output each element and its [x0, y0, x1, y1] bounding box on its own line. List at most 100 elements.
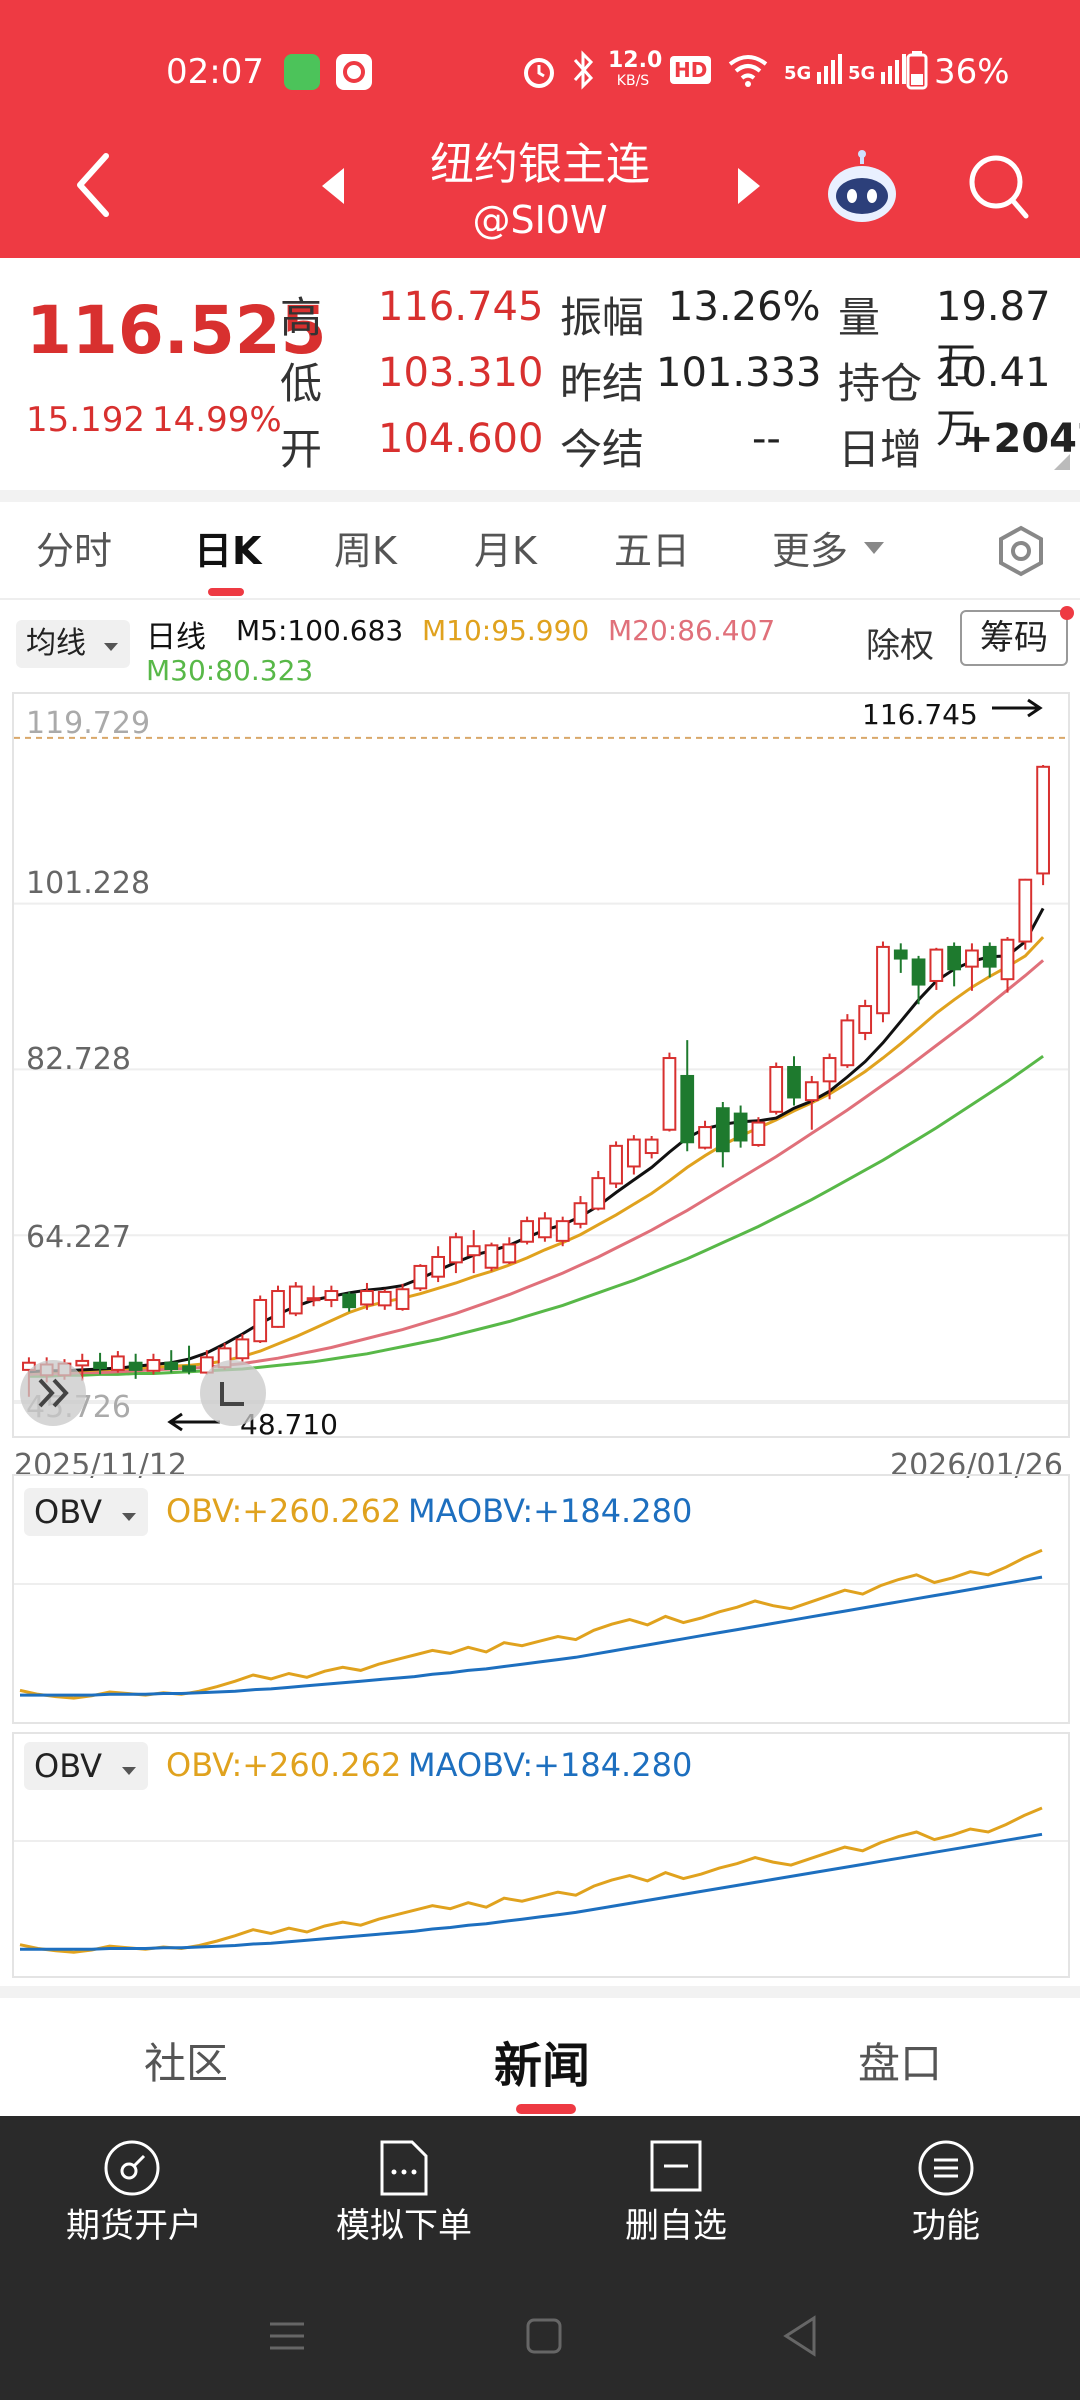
candle-body: [840, 1019, 855, 1067]
system-back-icon[interactable]: [780, 2314, 820, 2358]
tab-order-book[interactable]: 盘口: [858, 2039, 943, 2088]
next-contract-icon[interactable]: [734, 166, 764, 206]
candle: [609, 1141, 623, 1188]
battery-percent: 36%: [934, 52, 1010, 92]
system-menu-icon[interactable]: [266, 2316, 308, 2356]
back-icon[interactable]: [74, 150, 114, 220]
obv-value-2: OBV:+260.262: [166, 1746, 402, 1784]
system-home-icon[interactable]: [524, 2316, 564, 2356]
tab-weekly-k[interactable]: 周K: [334, 529, 397, 573]
candle: [680, 1040, 695, 1152]
candle-body: [75, 1359, 90, 1367]
candle-body: [644, 1138, 659, 1155]
chart-frame: [12, 692, 1070, 1438]
signal-5g-2: 5G: [848, 50, 907, 84]
wifi-icon: [728, 55, 768, 87]
ma20-line: [28, 959, 1045, 1376]
candle: [75, 1353, 90, 1381]
candle-body: [377, 1290, 392, 1307]
high-marker-label: 116.745: [862, 698, 978, 731]
low-label: 低: [280, 359, 323, 408]
prev-contract-icon[interactable]: [318, 166, 348, 206]
ma5-line: [28, 907, 1045, 1374]
candle-body: [413, 1264, 428, 1290]
tab-community[interactable]: 社区: [144, 2039, 229, 2088]
left-arrow-icon: [167, 1412, 220, 1432]
draw-tool-button[interactable]: [200, 1360, 266, 1426]
candle-body: [662, 1057, 677, 1131]
more-dropdown-icon[interactable]: [862, 540, 886, 556]
alarm-icon: [524, 58, 554, 88]
volume-label: 量: [838, 293, 881, 342]
candle-body: [1036, 765, 1050, 875]
tab-daily-k[interactable]: 日K: [194, 529, 262, 573]
tab-intraday[interactable]: 分时: [36, 529, 113, 573]
ma-selector[interactable]: 均线: [16, 620, 130, 668]
candle-body: [110, 1355, 125, 1371]
tab-monthly-k[interactable]: 月K: [474, 529, 537, 573]
candle: [431, 1246, 446, 1283]
chart-settings-icon[interactable]: [994, 524, 1048, 578]
candle: [822, 1053, 837, 1100]
price-change: 15.192: [26, 400, 145, 440]
open-value: 104.600: [378, 416, 544, 462]
candle-body: [431, 1255, 446, 1278]
x-start-date: 2025/11/12: [14, 1448, 187, 1483]
y-tick-label: 119.729: [26, 706, 151, 741]
candle: [1000, 937, 1015, 993]
obv-selector-1[interactable]: OBV: [24, 1488, 149, 1536]
tab-more[interactable]: 更多: [772, 529, 849, 573]
candlestick-chart[interactable]: [12, 692, 1070, 1438]
candle-body: [182, 1365, 196, 1372]
candle-body: [858, 1005, 873, 1034]
maobv-line: [20, 1575, 1043, 1697]
candle: [110, 1351, 125, 1373]
obv-chart-2[interactable]: [12, 1732, 1070, 1978]
bluetooth-icon: [573, 50, 594, 90]
period-label: 日线: [146, 620, 206, 655]
y-tick-label: 101.228: [26, 866, 151, 901]
candle-body: [360, 1290, 374, 1306]
candle-body: [787, 1066, 801, 1099]
account-opening-label: 期货开户: [66, 2206, 202, 2246]
prev-settle-value: 101.333: [656, 350, 822, 396]
candle: [662, 1052, 677, 1132]
candle-body: [876, 945, 890, 1015]
tab-news[interactable]: 新闻: [494, 2038, 591, 2094]
tab-five-day[interactable]: 五日: [614, 529, 691, 573]
exright-button[interactable]: 除权: [866, 626, 934, 666]
candle: [1018, 878, 1033, 950]
candle-body: [253, 1298, 268, 1343]
daily-inc-value: +2047: [960, 416, 1080, 462]
high-label: 高: [280, 293, 323, 342]
ma10-line: [28, 936, 1045, 1374]
candle-body: [1018, 878, 1033, 943]
obv-line: [19, 1548, 1043, 1700]
candle: [164, 1350, 179, 1373]
gallery-app-icon: [336, 54, 372, 90]
candle-body: [929, 948, 944, 982]
obv-chart-1[interactable]: [12, 1474, 1070, 1724]
robot-assistant-icon[interactable]: [824, 150, 900, 226]
candle: [751, 1117, 766, 1147]
chips-button[interactable]: 筹码: [960, 610, 1068, 666]
hd-badge: HD: [670, 56, 712, 84]
candle: [947, 942, 962, 987]
candle-body: [911, 958, 926, 986]
candle-body: [555, 1220, 570, 1242]
signal-5g-1: 5G: [784, 50, 843, 84]
search-icon[interactable]: [964, 150, 1034, 222]
candle: [591, 1170, 606, 1211]
maobv-value-1: MAOBV:+184.280: [408, 1492, 693, 1530]
chips-notification-dot: [1060, 606, 1074, 620]
candle: [484, 1242, 499, 1272]
candle: [377, 1289, 392, 1310]
candle-body: [715, 1107, 730, 1153]
ma5-value: M5:100.683: [236, 614, 404, 647]
candle: [644, 1136, 659, 1159]
double-chevron-right-icon: [38, 1378, 69, 1408]
amplitude-value: 13.26%: [668, 284, 821, 330]
obv-selector-2[interactable]: OBV: [24, 1742, 149, 1790]
expand-drawer-button[interactable]: [20, 1360, 86, 1426]
candle-body: [306, 1297, 321, 1302]
